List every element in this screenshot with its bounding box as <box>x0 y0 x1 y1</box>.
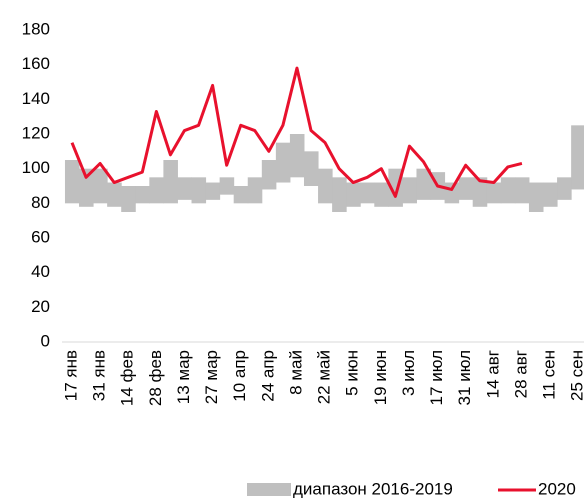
range-bar <box>318 168 333 204</box>
x-tick-label: 31 июл <box>455 350 474 405</box>
range-bar <box>205 182 221 200</box>
y-tick-label: 180 <box>22 19 50 38</box>
x-tick-label: 13 мар <box>174 350 193 404</box>
range-bar <box>303 151 319 186</box>
range-bar <box>289 134 305 178</box>
range-bar <box>261 160 277 190</box>
range-bar <box>346 182 361 207</box>
x-tick-label: 8 май <box>286 350 305 395</box>
y-tick-label: 60 <box>31 227 50 246</box>
x-tick-label: 14 авг <box>483 350 502 398</box>
range-bar <box>79 168 94 207</box>
y-tick-label: 40 <box>31 262 50 281</box>
range-bar <box>107 182 122 207</box>
x-tick-label: 14 фев <box>118 350 137 406</box>
x-tick-label: 19 июн <box>371 350 390 405</box>
range-bar <box>121 186 136 212</box>
range-bar <box>93 168 108 204</box>
x-tick-label: 25 сен <box>568 350 584 401</box>
range-bar <box>472 177 488 207</box>
range-bar <box>458 177 474 200</box>
x-tick-label: 3 июл <box>399 350 418 396</box>
x-tick-label: 5 июн <box>343 350 362 396</box>
range-bar <box>402 177 417 204</box>
range-bar <box>163 160 178 204</box>
x-tick-label: 22 май <box>315 350 334 404</box>
y-tick-label: 100 <box>22 158 50 177</box>
x-tick-label: 17 июл <box>427 350 446 405</box>
range-bar <box>557 177 572 200</box>
x-tick-label: 31 янв <box>90 350 109 401</box>
x-tick-label: 11 сен <box>540 350 559 400</box>
y-tick-label: 160 <box>22 54 50 73</box>
range-bar <box>444 182 460 204</box>
x-tick-label: 24 апр <box>258 350 277 402</box>
range-bar <box>571 125 584 190</box>
x-tick-label: 27 мар <box>202 350 221 404</box>
range-bar <box>219 177 235 195</box>
range-bar <box>514 177 530 204</box>
range-bar <box>486 182 502 204</box>
x-tick-label: 10 апр <box>230 350 249 402</box>
range-bar <box>233 186 249 204</box>
legend-swatch <box>247 483 291 496</box>
legend-label: диапазон 2016-2019 <box>293 479 453 498</box>
legend-label: 2020 <box>538 479 576 498</box>
range-bar <box>374 182 389 207</box>
range-bar <box>191 177 207 204</box>
range-bar <box>177 177 193 200</box>
y-tick-label: 140 <box>22 89 50 108</box>
range-bar <box>416 168 432 200</box>
x-tick-label: 17 янв <box>61 350 80 401</box>
range-bar <box>528 182 544 212</box>
range-bar <box>275 142 291 183</box>
y-tick-label: 80 <box>31 193 50 212</box>
range-bar <box>543 182 558 207</box>
x-tick-label: 28 авг <box>511 350 530 398</box>
range-bar <box>135 186 150 204</box>
range-bar <box>360 182 375 204</box>
range-bar <box>332 177 347 212</box>
y-tick-label: 120 <box>22 123 50 142</box>
y-tick-label: 0 <box>41 331 50 350</box>
range-bar <box>149 177 164 204</box>
line-2020 <box>70 66 523 198</box>
y-tick-label: 20 <box>31 297 50 316</box>
range-bar <box>64 160 80 204</box>
x-tick-label: 28 фев <box>146 350 165 406</box>
range-bar <box>247 177 263 204</box>
range-bar <box>500 177 516 204</box>
